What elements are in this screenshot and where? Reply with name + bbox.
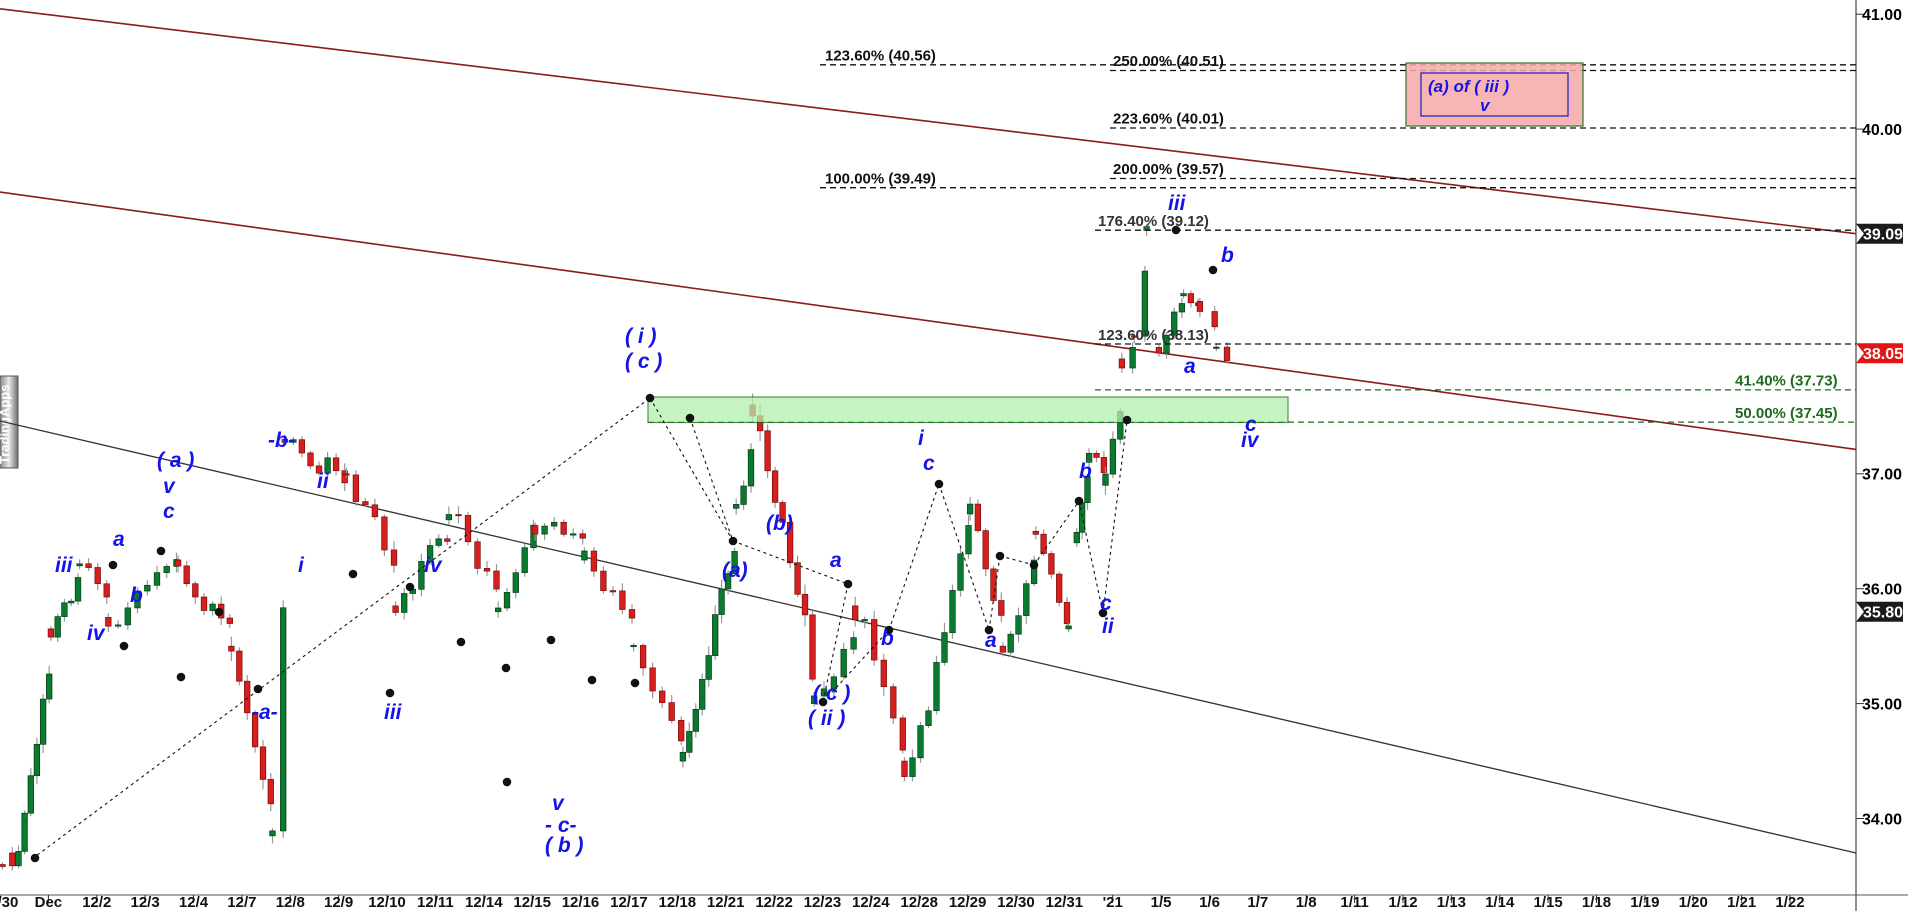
- svg-text:11/30: 11/30: [0, 894, 18, 911]
- svg-text:12/2: 12/2: [82, 894, 111, 911]
- svg-text:( ii ): ( ii ): [808, 707, 845, 730]
- svg-text:1/8: 1/8: [1296, 894, 1317, 911]
- svg-text:iii: iii: [55, 554, 74, 577]
- svg-text:12/28: 12/28: [900, 894, 938, 911]
- svg-text:a: a: [985, 629, 997, 652]
- svg-text:12/7: 12/7: [227, 894, 256, 911]
- svg-text:1/21: 1/21: [1727, 894, 1756, 911]
- svg-text:12/3: 12/3: [130, 894, 159, 911]
- svg-text:c: c: [1100, 592, 1112, 615]
- svg-text:176.40% (39.12): 176.40% (39.12): [1098, 213, 1209, 230]
- svg-text:(b): (b): [766, 512, 793, 535]
- svg-text:12/10: 12/10: [368, 894, 406, 911]
- svg-text:40.00: 40.00: [1862, 122, 1902, 139]
- svg-text:b: b: [881, 627, 894, 650]
- svg-text:1/14: 1/14: [1485, 894, 1515, 911]
- svg-text:Dec: Dec: [35, 894, 63, 911]
- svg-text:41.40% (37.73): 41.40% (37.73): [1735, 373, 1838, 390]
- svg-text:38.05: 38.05: [1863, 346, 1903, 363]
- svg-text:a: a: [830, 549, 842, 572]
- svg-text:12/14: 12/14: [465, 894, 503, 911]
- svg-text:12/24: 12/24: [852, 894, 890, 911]
- svg-text:35.80: 35.80: [1863, 605, 1903, 622]
- svg-text:iv: iv: [424, 554, 443, 577]
- svg-text:12/4: 12/4: [179, 894, 209, 911]
- svg-text:12/29: 12/29: [949, 894, 987, 911]
- svg-text:c: c: [163, 500, 175, 523]
- svg-text:ii: ii: [317, 470, 330, 493]
- svg-text:b: b: [1079, 460, 1092, 483]
- svg-text:( i ): ( i ): [625, 325, 657, 348]
- svg-text:1/20: 1/20: [1679, 894, 1708, 911]
- svg-text:( a ): ( a ): [157, 449, 194, 472]
- svg-text:36.00: 36.00: [1862, 582, 1902, 599]
- svg-text:12/8: 12/8: [276, 894, 305, 911]
- svg-text:1/5: 1/5: [1151, 894, 1172, 911]
- svg-text:-a-: -a-: [252, 701, 278, 724]
- svg-text:12/21: 12/21: [707, 894, 745, 911]
- svg-text:b: b: [130, 584, 143, 607]
- svg-text:iii: iii: [384, 701, 403, 724]
- svg-text:12/17: 12/17: [610, 894, 648, 911]
- svg-text:ii: ii: [1102, 615, 1115, 638]
- svg-text:1/11: 1/11: [1340, 894, 1368, 911]
- svg-text:iii: iii: [1168, 192, 1187, 215]
- svg-text:1/15: 1/15: [1533, 894, 1562, 911]
- svg-text:12/15: 12/15: [513, 894, 551, 911]
- svg-text:iv: iv: [1241, 429, 1260, 452]
- svg-text:'21: '21: [1103, 894, 1123, 911]
- svg-text:v: v: [1480, 96, 1491, 115]
- svg-text:100.00% (39.49): 100.00% (39.49): [825, 171, 936, 188]
- svg-text:( b ): ( b ): [545, 834, 583, 857]
- svg-text:12/9: 12/9: [324, 894, 353, 911]
- svg-text:1/12: 1/12: [1388, 894, 1417, 911]
- svg-text:a: a: [1184, 355, 1196, 378]
- svg-text:12/30: 12/30: [997, 894, 1035, 911]
- svg-text:i: i: [298, 554, 305, 577]
- svg-text:(a) of ( iii ): (a) of ( iii ): [1428, 77, 1510, 96]
- svg-text:39.09: 39.09: [1863, 227, 1903, 244]
- svg-text:b: b: [1221, 244, 1234, 267]
- svg-text:a: a: [113, 528, 125, 551]
- svg-text:v: v: [163, 475, 176, 498]
- svg-text:1/22: 1/22: [1775, 894, 1804, 911]
- svg-text:123.60% (38.13): 123.60% (38.13): [1098, 327, 1209, 344]
- svg-text:250.00% (40.51): 250.00% (40.51): [1113, 53, 1224, 70]
- svg-text:34.00: 34.00: [1862, 811, 1902, 828]
- svg-text:( c ): ( c ): [813, 682, 850, 705]
- svg-text:12/11: 12/11: [417, 894, 454, 911]
- svg-text:-b-: -b-: [268, 429, 295, 452]
- svg-text:1/19: 1/19: [1630, 894, 1659, 911]
- svg-text:35.00: 35.00: [1862, 696, 1902, 713]
- svg-text:i: i: [918, 427, 925, 450]
- svg-text:iv: iv: [87, 622, 106, 645]
- svg-text:12/23: 12/23: [804, 894, 842, 911]
- svg-text:37.00: 37.00: [1862, 467, 1902, 484]
- svg-text:1/13: 1/13: [1437, 894, 1466, 911]
- svg-text:223.60% (40.01): 223.60% (40.01): [1113, 111, 1224, 128]
- svg-text:(a): (a): [722, 559, 748, 582]
- svg-text:TradingApps: TradingApps: [0, 385, 12, 464]
- svg-text:200.00% (39.57): 200.00% (39.57): [1113, 161, 1224, 178]
- svg-text:41.00: 41.00: [1862, 7, 1902, 24]
- svg-text:12/22: 12/22: [755, 894, 793, 911]
- svg-text:50.00% (37.45): 50.00% (37.45): [1735, 405, 1838, 422]
- svg-text:c: c: [923, 452, 935, 475]
- svg-text:12/31: 12/31: [1046, 894, 1084, 911]
- svg-text:12/18: 12/18: [659, 894, 697, 911]
- svg-text:1/7: 1/7: [1247, 894, 1268, 911]
- svg-text:123.60% (40.56): 123.60% (40.56): [825, 48, 936, 65]
- svg-text:1/18: 1/18: [1582, 894, 1611, 911]
- svg-text:1/6: 1/6: [1199, 894, 1220, 911]
- svg-text:( c ): ( c ): [625, 350, 662, 373]
- svg-text:12/16: 12/16: [562, 894, 600, 911]
- svg-text:v: v: [552, 792, 565, 815]
